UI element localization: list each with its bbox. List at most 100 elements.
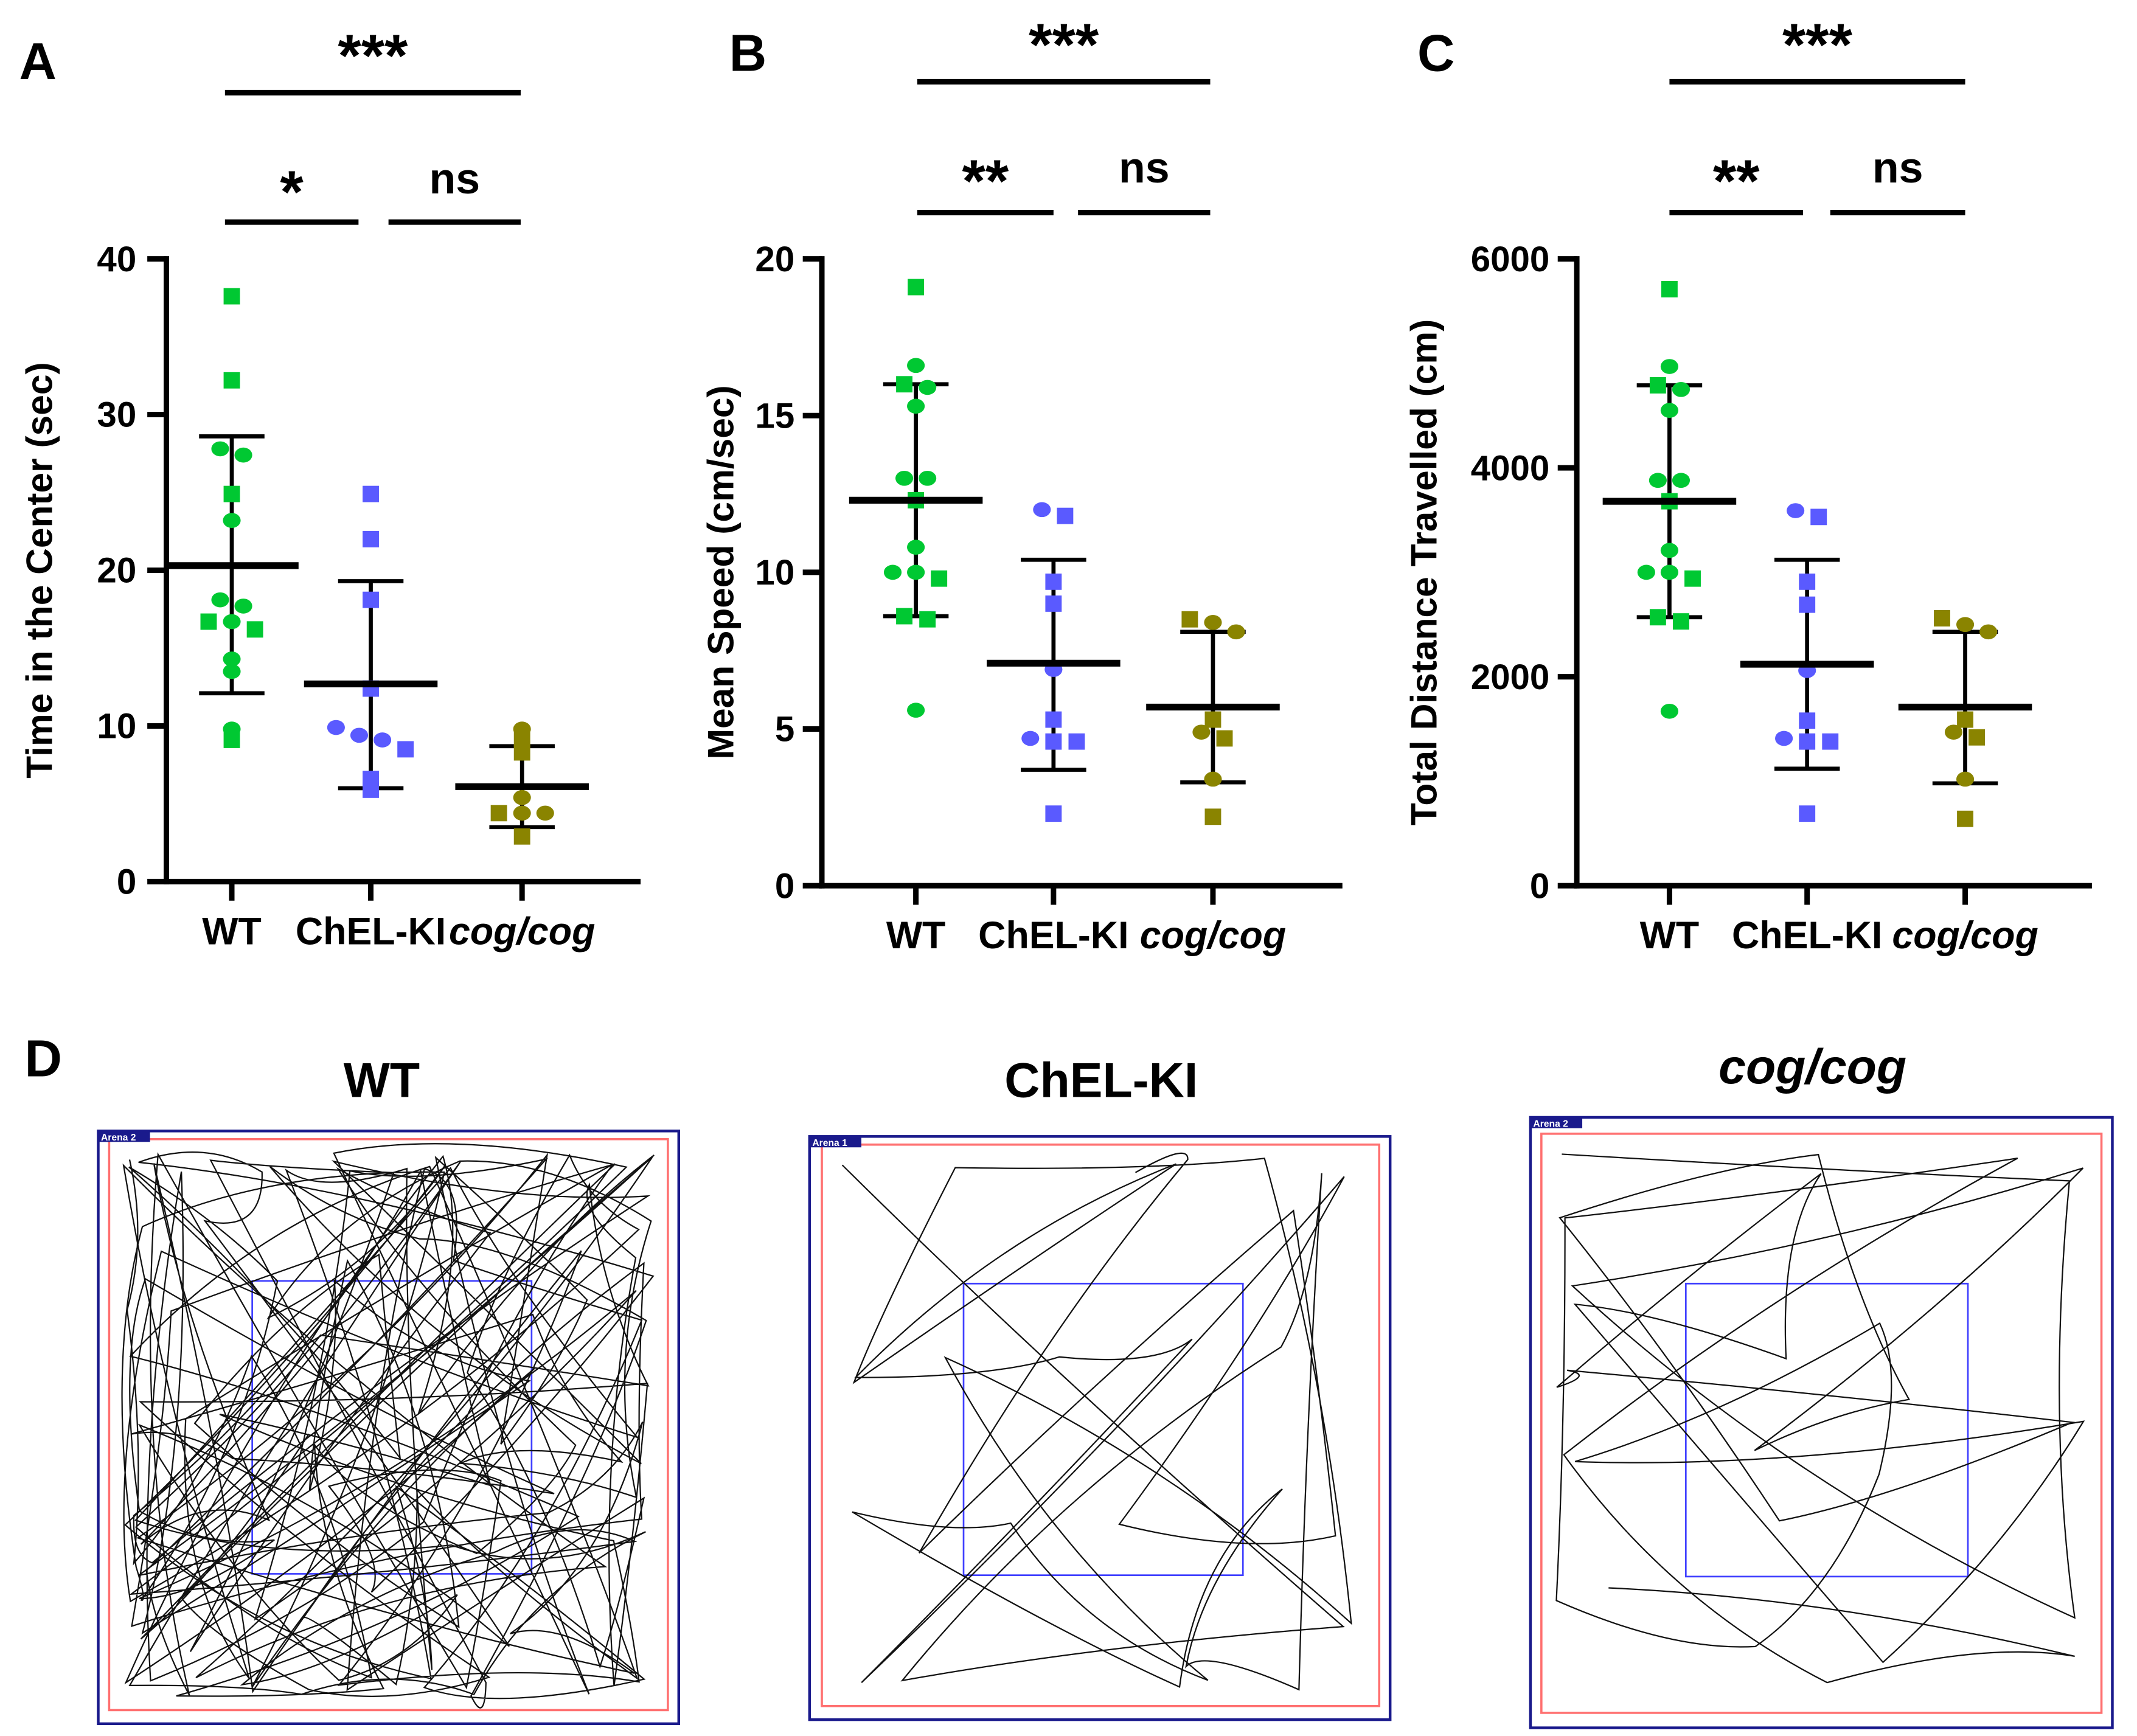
- y-tick-label: 5: [775, 710, 794, 749]
- x-tick-label: WT: [886, 914, 946, 957]
- data-point-square: [1045, 711, 1062, 728]
- data-point-square: [223, 288, 240, 305]
- x-tick-label: ChEL-KI: [1732, 914, 1882, 957]
- data-point-square: [931, 570, 948, 587]
- arena-label-box: [809, 1136, 861, 1148]
- panel-letter: B: [729, 24, 766, 82]
- arena-border: [1529, 1116, 2114, 1729]
- data-point-square: [1822, 733, 1839, 750]
- data-point-square: [363, 591, 379, 608]
- data-point-square: [1649, 609, 1666, 626]
- group-wt: [165, 288, 299, 748]
- data-point-square: [363, 485, 379, 502]
- y-tick-label: 0: [117, 863, 136, 902]
- data-point-square: [1957, 711, 1973, 728]
- data-point-square: [1045, 595, 1062, 612]
- arena-border: [97, 1130, 681, 1726]
- group-chelki: [987, 502, 1121, 822]
- y-tick-label: 30: [97, 395, 136, 435]
- data-point-circle: [223, 513, 241, 528]
- data-point-square: [1799, 573, 1816, 590]
- y-tick-label: 20: [755, 240, 794, 279]
- arena-label: Arena 2: [101, 1133, 136, 1143]
- data-point-circle: [223, 651, 241, 667]
- y-tick-label: 15: [755, 396, 794, 436]
- y-tick-label: 6000: [1471, 240, 1550, 279]
- data-point-square: [397, 741, 414, 758]
- center-zone: [1684, 1282, 1969, 1578]
- data-point-circle: [223, 614, 241, 630]
- significance-label: ns: [429, 155, 480, 203]
- data-point-circle: [234, 599, 252, 614]
- group-cogcog: [1146, 611, 1280, 825]
- data-point-square: [1204, 808, 1221, 825]
- y-axis-label: Total Distance Travelled (cm): [1403, 319, 1444, 825]
- data-point-square: [200, 613, 217, 630]
- panel-letter: D: [25, 1030, 62, 1088]
- track-title: ChEL-KI: [1004, 1053, 1198, 1108]
- data-point-square: [363, 530, 379, 547]
- significance-label: *: [280, 158, 304, 225]
- data-point-square: [1957, 810, 1973, 827]
- data-point-circle: [513, 805, 531, 821]
- x-tick-label: cog/cog: [449, 910, 595, 953]
- arena-label: Arena 1: [812, 1138, 847, 1148]
- y-axis-label: Mean Speed (cm/sec): [700, 385, 741, 759]
- data-point-square: [1673, 613, 1689, 630]
- significance-label: ns: [1119, 144, 1170, 192]
- trajectory-path: [841, 1152, 1352, 1691]
- data-point-square: [1204, 711, 1221, 728]
- data-point-circle: [907, 358, 925, 373]
- data-point-square: [513, 744, 530, 761]
- x-tick-label: WT: [1640, 914, 1700, 957]
- data-point-circle: [1787, 503, 1805, 518]
- data-point-circle: [1033, 502, 1051, 518]
- data-point-circle: [350, 727, 369, 743]
- data-point-square: [223, 485, 240, 502]
- data-point-circle: [1660, 564, 1678, 580]
- data-point-square: [908, 279, 925, 296]
- group-cogcog: [1898, 610, 2032, 827]
- y-axis-label: Time in the Center (sec): [18, 362, 60, 778]
- data-point-circle: [1660, 359, 1678, 374]
- x-tick-label: ChEL-KI: [296, 910, 446, 953]
- x-tick-label: cog/cog: [1892, 914, 2038, 957]
- data-point-circle: [513, 790, 531, 805]
- data-point-circle: [1204, 614, 1222, 630]
- track-title: WT: [344, 1053, 420, 1108]
- significance-label: ***: [1782, 12, 1853, 78]
- arena-wall: [821, 1143, 1381, 1707]
- data-point-square: [1181, 611, 1198, 628]
- x-tick-label: cog/cog: [1140, 914, 1286, 957]
- data-point-circle: [374, 732, 392, 748]
- y-tick-label: 20: [97, 551, 136, 591]
- data-point-circle: [223, 664, 241, 679]
- data-point-square: [513, 828, 530, 845]
- panel-d: D WT Arena 2 ChEL-KI Arena 1 cog/cog Arena 2: [25, 1030, 2114, 1729]
- data-point-square: [1216, 730, 1233, 747]
- data-point-circle: [234, 447, 252, 463]
- track-plot-3: cog/cog Arena 2: [1529, 1040, 2114, 1729]
- data-point-circle: [1660, 403, 1678, 418]
- data-point-square: [896, 376, 912, 393]
- data-point-square: [1799, 712, 1816, 729]
- data-point-circle: [895, 470, 914, 486]
- data-point-square: [1057, 507, 1074, 524]
- data-point-circle: [1660, 703, 1678, 719]
- data-point-square: [246, 621, 263, 638]
- data-point-square: [1661, 281, 1678, 297]
- data-point-square: [1799, 733, 1816, 750]
- data-point-square: [1684, 570, 1701, 587]
- data-point-square: [1045, 805, 1062, 822]
- track-plot-2: ChEL-KI Arena 1: [808, 1053, 1392, 1721]
- y-tick-label: 40: [97, 240, 136, 279]
- panel-letter: A: [19, 33, 57, 91]
- arena-label-box: [98, 1131, 150, 1142]
- data-point-circle: [883, 564, 902, 580]
- data-point-square: [896, 608, 912, 625]
- data-point-square: [1045, 733, 1062, 750]
- arena-label: Arena 2: [1533, 1119, 1568, 1130]
- data-point-circle: [919, 470, 937, 486]
- arena-wall: [108, 1138, 669, 1712]
